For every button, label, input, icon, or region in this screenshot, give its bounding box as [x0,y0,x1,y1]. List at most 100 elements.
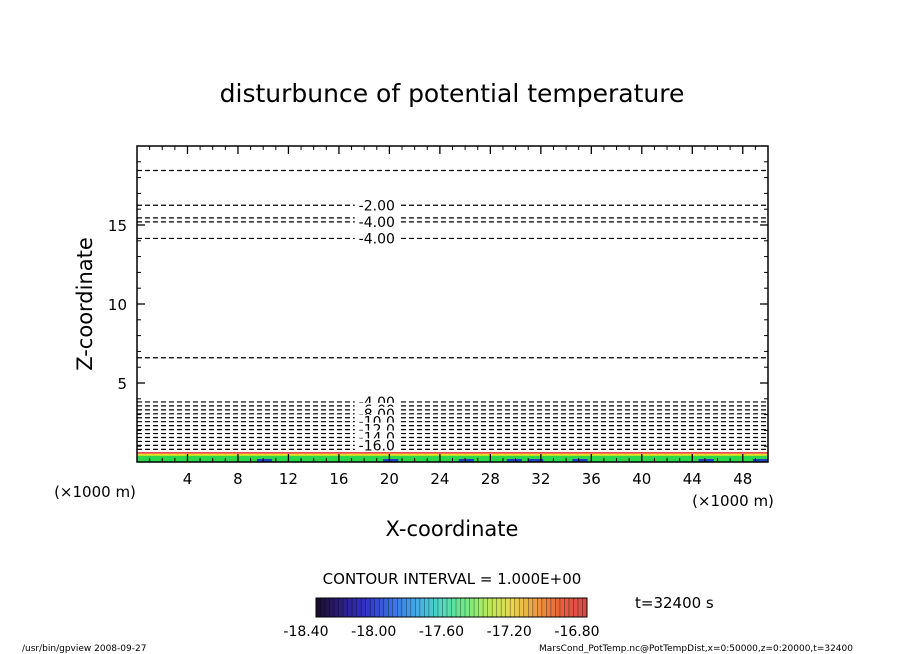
colorbar-segment [383,598,389,617]
shading-blue-patch [572,459,588,462]
colorbar-tick-labels: -18.40 -18.00 -17.60 -17.20 -16.80 [283,624,599,640]
footer-left: /usr/bin/gpview 2008-09-27 [22,644,146,654]
x-tick-label: 44 [683,470,702,488]
contour-label-bg [354,438,399,452]
shading-blue-patch [752,459,768,462]
colorbar-segment [577,598,583,617]
contour-label: -4.00 [359,215,395,231]
colorbar-segment [410,598,416,617]
contour-lines [137,169,768,450]
colorbar-segment [564,598,570,617]
colorbar-segment [419,598,425,617]
x-tick-label: 12 [279,470,298,488]
colorbar-segment [528,598,534,617]
colorbar-segment [437,598,443,617]
colorbar-segment [505,598,511,617]
colorbar-segment [460,598,466,617]
colorbar-tick-label: -18.00 [351,624,396,640]
colorbar-segment [428,598,434,617]
colorbar-segment [465,598,470,617]
y-axis-ticks: 5 10 15 [108,161,768,447]
colorbar-segment [469,598,475,617]
colorbar-segment [474,598,479,617]
colorbar-segment [356,598,362,617]
colorbar-tick-label: -17.60 [419,624,464,640]
shading-blue-patch [256,459,273,462]
x-axis-ticks: 4 8 12 16 20 24 28 32 36 40 44 48 [149,146,756,488]
shading-blue-patch [528,459,544,462]
colorbar-segment [519,598,525,617]
colorbar-segment [492,598,497,617]
x-tick-label: 24 [430,470,449,488]
colorbar-segment [392,598,398,617]
x-tick-label: 20 [380,470,399,488]
colorbar-segment [523,598,529,617]
x-tick-label: 28 [481,470,500,488]
colorbar-segment [442,598,448,617]
x-tick-label: 4 [183,470,193,488]
colorbar-segment [370,598,376,617]
colorbar-segment [379,598,385,617]
colorbar-segment [343,598,348,617]
colorbar-segment [478,598,484,617]
contour-label-bg [354,214,399,228]
colorbar-tick-label: -18.40 [283,624,328,640]
plot-frame [136,145,769,463]
contour-label: -4.00 [359,231,395,247]
colorbar-segment [316,598,321,617]
colorbar-segment [537,598,543,617]
contour-label: -2.00 [359,198,395,214]
x-tick-label: 48 [733,470,752,488]
footer-right: MarsCond_PotTemp.nc@PotTempDist,x=0:5000… [539,644,853,654]
shading-blue-patch [698,459,714,462]
colorbar-segment [456,598,461,617]
colorbar-frame [315,597,588,618]
chart-title: disturbunce of potential temperature [220,79,685,108]
time-label: t=32400 s [635,594,714,612]
colorbar-segment [338,598,344,617]
x-axis-unit-left: (×1000 m) [54,483,136,501]
y-tick-label: 15 [108,217,127,235]
shading-blue-patch [506,459,522,462]
contour-label: -16.0 [359,438,395,454]
colorbar-segment [388,598,394,617]
colorbar-segment [541,598,547,617]
colorbar-segment [510,598,516,617]
x-tick-label: 16 [329,470,348,488]
y-axis-label: Z-coordinate [73,237,97,371]
colorbar-segment [496,598,502,617]
colorbar-segment [568,598,574,617]
colorbar-tick-label: -17.20 [487,624,532,640]
colorbar-segment [483,598,488,617]
colorbar-segment [532,598,538,617]
colorbar-segment [501,598,506,617]
x-axis-unit-right: (×1000 m) [692,492,774,510]
colorbar-tick-label: -16.80 [554,624,599,640]
colorbar-segment [415,598,421,617]
colorbar-segment [361,598,366,617]
shading-yellow-band [137,453,768,456]
colorbar-segment [546,598,552,617]
contour-interval-text: CONTOUR INTERVAL = 1.000E+00 [323,570,582,588]
shading-blue-patch [458,459,474,462]
colorbar-segment [451,598,457,617]
colorbar-segment [347,598,353,617]
colorbar-segment [446,598,452,617]
colorbar-segment [582,598,588,617]
colorbar-segment [555,598,561,617]
colorbar-segment [559,598,565,617]
colorbar [315,597,588,618]
colorbar-segment [334,598,339,617]
colorbar-segment [406,598,412,617]
x-tick-label: 32 [531,470,550,488]
colorbar-segment [433,598,439,617]
contour-label-bg [354,231,399,245]
shading-blue-patch [383,459,399,462]
colorbar-segment [365,598,371,617]
y-tick-label: 10 [108,296,127,314]
colorbar-segment [325,598,330,617]
colorbar-segment [424,598,430,617]
colorbar-segment [397,598,403,617]
colorbar-segment [487,598,493,617]
